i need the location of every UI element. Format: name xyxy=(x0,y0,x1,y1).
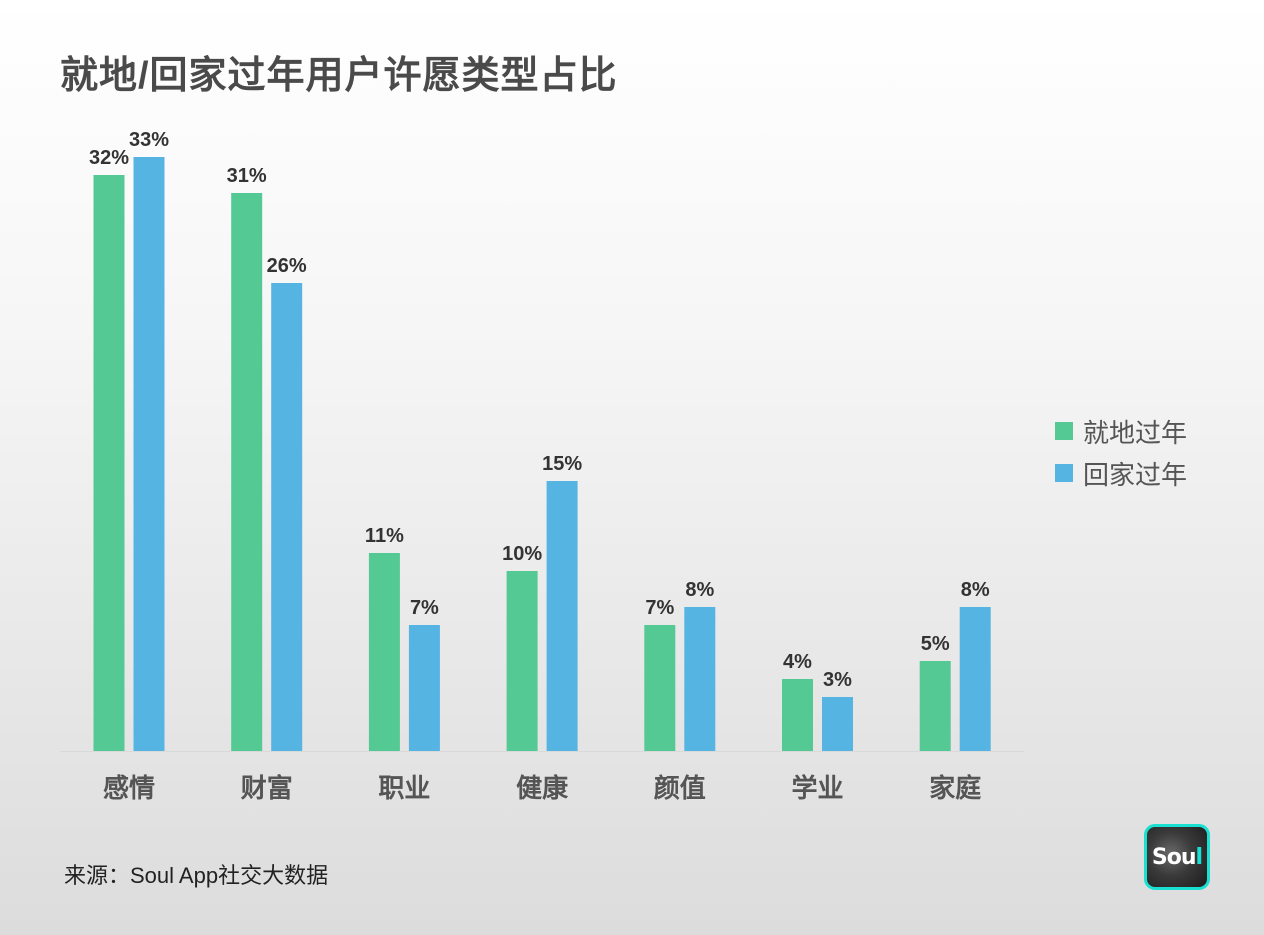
bar-1-1 xyxy=(93,175,125,751)
data-label-2-4: 15% xyxy=(542,453,582,475)
bar-1-2 xyxy=(231,193,263,751)
bar-1-3 xyxy=(368,553,400,751)
data-label-1-5: 7% xyxy=(645,597,674,619)
source-note: 来源：Soul App社交大数据 xyxy=(64,863,329,888)
data-label-2-2: 26% xyxy=(267,255,307,277)
category-label-5: 颜值 xyxy=(654,774,706,804)
data-label-2-7: 8% xyxy=(961,579,990,601)
bar-1-5 xyxy=(644,625,676,751)
category-label-4: 健康 xyxy=(516,773,569,804)
legend: 就地过年 回家过年 xyxy=(1055,410,1187,494)
bar-2-7 xyxy=(959,607,991,751)
data-label-1-2: 31% xyxy=(227,165,267,187)
legend-swatch-series-2 xyxy=(1055,464,1073,482)
bar-2-2 xyxy=(271,283,303,751)
data-label-2-3: 7% xyxy=(410,597,439,619)
bar-1-6 xyxy=(782,679,813,751)
data-label-1-6: 4% xyxy=(783,651,812,673)
bar-2-6 xyxy=(822,697,853,751)
legend-item-series-1: 就地过年 xyxy=(1055,410,1187,452)
category-label-6: 学业 xyxy=(791,773,843,804)
legend-item-series-2: 回家过年 xyxy=(1055,452,1187,494)
data-label-1-1: 32% xyxy=(89,147,129,169)
chart-title: 就地/回家过年用户许愿类型占比 xyxy=(60,55,618,97)
data-label-2-5: 8% xyxy=(685,579,714,601)
data-label-2-1: 33% xyxy=(129,129,169,151)
data-label-1-7: 5% xyxy=(921,633,950,655)
category-label-2: 财富 xyxy=(241,773,293,804)
bar-1-7 xyxy=(919,661,951,751)
category-label-7: 家庭 xyxy=(929,773,981,804)
data-label-2-6: 3% xyxy=(823,669,852,691)
logo-text-accent: l xyxy=(1195,844,1203,870)
category-label-1: 感情 xyxy=(103,774,155,804)
legend-label-series-1: 就地过年 xyxy=(1083,417,1188,448)
data-label-1-4: 10% xyxy=(502,543,542,565)
legend-swatch-series-1 xyxy=(1055,422,1073,440)
legend-label-series-2: 回家过年 xyxy=(1083,459,1188,490)
bar-2-4 xyxy=(546,481,578,751)
bar-2-5 xyxy=(684,607,716,751)
soul-logo: Soul xyxy=(1144,824,1210,890)
bar-1-4 xyxy=(506,571,538,751)
bar-2-1 xyxy=(133,157,165,751)
bar-2-3 xyxy=(408,625,440,751)
logo-text-main: Sou xyxy=(1151,844,1197,870)
category-label-3: 职业 xyxy=(378,774,430,804)
data-label-1-3: 11% xyxy=(365,525,404,547)
logo-text: Soul xyxy=(1151,844,1203,870)
